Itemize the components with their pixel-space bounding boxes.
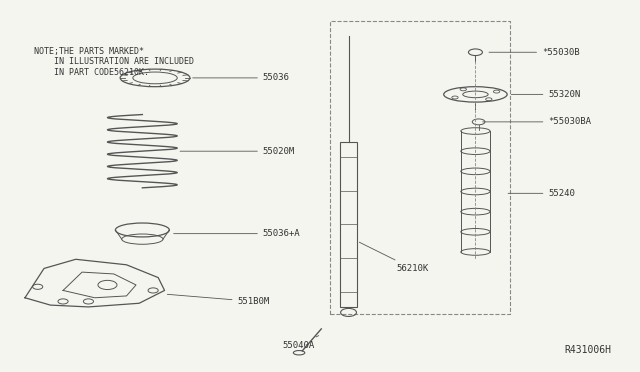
Text: 55020M: 55020M [180, 147, 295, 156]
Text: 55320N: 55320N [511, 90, 580, 99]
Text: NOTE;THE PARTS MARKED*
    IN ILLUSTRATION ARE INCLUDED
    IN PART CODE56210K.: NOTE;THE PARTS MARKED* IN ILLUSTRATION A… [35, 47, 195, 77]
Text: 55040A: 55040A [282, 336, 319, 350]
Text: 55240: 55240 [508, 189, 575, 198]
Text: R431006H: R431006H [565, 344, 612, 355]
Bar [340, 142, 357, 307]
Text: 55036: 55036 [193, 73, 290, 83]
Text: 55036+A: 55036+A [173, 229, 301, 238]
Text: 551B0M: 551B0M [167, 294, 270, 306]
Text: *55030BA: *55030BA [483, 118, 591, 126]
Text: *55030B: *55030B [489, 48, 580, 57]
Text: 56210K: 56210K [359, 242, 428, 273]
